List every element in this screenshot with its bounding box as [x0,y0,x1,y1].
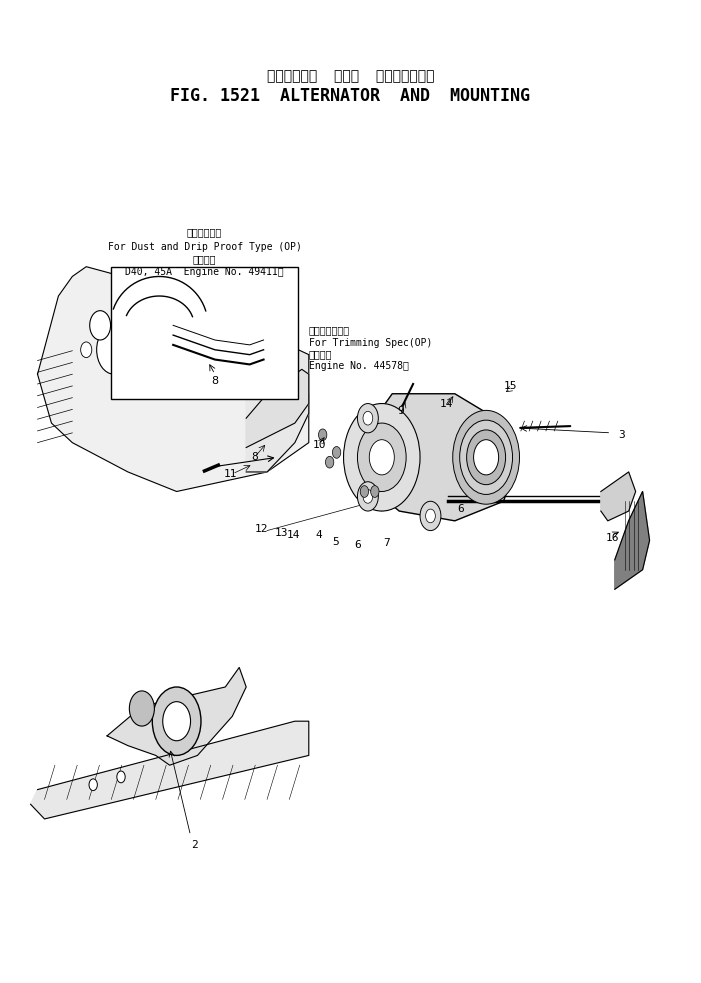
Text: 16: 16 [605,534,619,544]
Text: 15: 15 [504,381,517,391]
Circle shape [127,314,143,337]
Circle shape [325,456,334,468]
Text: 6: 6 [457,504,464,514]
Circle shape [130,691,154,726]
Text: 11: 11 [224,469,238,479]
Text: 13: 13 [274,528,287,538]
Circle shape [165,334,174,346]
Text: For Trimming Spec(OP): For Trimming Spec(OP) [308,338,432,348]
Text: FIG. 1521  ALTERNATOR  AND  MOUNTING: FIG. 1521 ALTERNATOR AND MOUNTING [170,87,531,104]
Text: 8: 8 [251,452,258,462]
Text: 7: 7 [383,539,390,549]
Text: 4: 4 [316,531,322,541]
Circle shape [97,325,131,375]
Polygon shape [107,667,246,765]
Text: Engine No. 44578～: Engine No. 44578～ [308,362,409,372]
Text: オルタネータ  および  マウンティング: オルタネータ および マウンティング [267,69,434,84]
Circle shape [89,779,97,790]
Circle shape [360,486,369,497]
Polygon shape [38,266,308,492]
Text: 14: 14 [440,398,454,409]
Text: 10: 10 [313,439,326,449]
Circle shape [142,325,170,365]
Circle shape [358,404,379,433]
Text: 3: 3 [618,430,625,439]
Circle shape [90,311,111,340]
Text: 9: 9 [397,406,404,417]
Text: トリミング仕様: トリミング仕様 [308,325,350,335]
Circle shape [420,501,441,531]
Text: 8: 8 [211,376,219,386]
Circle shape [179,348,189,362]
Polygon shape [31,722,308,819]
Circle shape [363,490,373,503]
Bar [111,266,299,399]
Circle shape [371,486,379,497]
Circle shape [460,420,512,494]
Circle shape [474,439,498,475]
Circle shape [81,342,92,358]
Circle shape [332,446,341,458]
Polygon shape [601,472,636,521]
Circle shape [426,509,435,523]
Circle shape [318,429,327,440]
Text: 適用号機: 適用号機 [193,254,216,263]
Text: For Dust and Drip Proof Type (OP): For Dust and Drip Proof Type (OP) [107,242,301,252]
Polygon shape [246,335,308,472]
Circle shape [369,439,395,475]
Circle shape [358,482,379,511]
Circle shape [467,430,505,485]
Text: D40, 45A  Engine No. 49411～: D40, 45A Engine No. 49411～ [125,266,284,276]
Circle shape [453,410,519,504]
Circle shape [363,411,373,425]
Circle shape [358,423,406,492]
Circle shape [152,687,201,755]
Polygon shape [246,370,308,447]
Text: 6: 6 [354,541,361,550]
Text: 5: 5 [332,538,339,548]
Circle shape [343,404,420,511]
Text: 14: 14 [287,530,300,540]
Circle shape [163,702,191,741]
Text: 2: 2 [191,840,198,850]
Polygon shape [615,492,650,589]
Text: 適用号機: 適用号機 [308,350,332,360]
Text: 防塵防滴型用: 防塵防滴型用 [187,227,222,238]
Text: 12: 12 [254,524,268,534]
Polygon shape [350,394,517,521]
Circle shape [117,771,125,782]
